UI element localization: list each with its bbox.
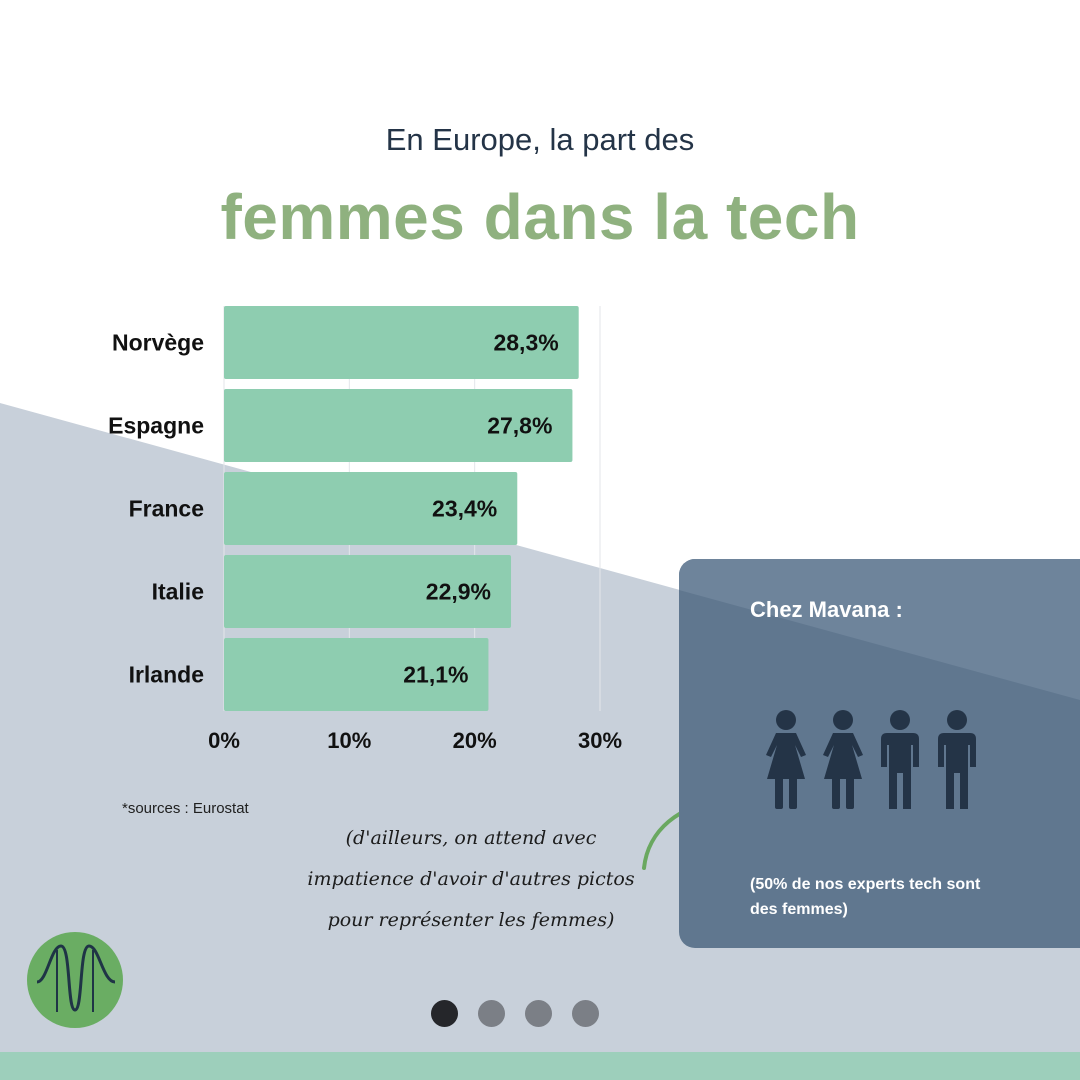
data-label: 23,4% — [432, 496, 497, 522]
man-icon — [938, 710, 976, 809]
data-label: 28,3% — [493, 330, 558, 356]
woman-icon — [823, 710, 863, 809]
mavana-logo-mark — [36, 944, 116, 1012]
footer-band — [0, 1052, 1080, 1080]
tick-label: 0% — [208, 728, 240, 753]
man-icon — [881, 710, 919, 809]
bar — [224, 472, 518, 545]
pagination-dot[interactable] — [572, 1000, 599, 1027]
pagination-dot[interactable] — [431, 1000, 458, 1027]
category-label: Norvège — [112, 330, 204, 356]
handwritten-note: (d'ailleurs, on attend avec impatience d… — [307, 827, 635, 931]
category-label: Irlande — [129, 662, 204, 688]
data-label: 22,9% — [426, 579, 491, 605]
card-title: Chez Mavana : — [750, 597, 903, 622]
card-highlight — [679, 559, 1080, 700]
page-title: femmes dans la tech — [220, 181, 860, 253]
data-label: 27,8% — [487, 413, 552, 439]
pagination-dot[interactable] — [525, 1000, 552, 1027]
data-label: 21,1% — [403, 662, 468, 688]
tick-label: 10% — [327, 728, 371, 753]
page-subtitle: En Europe, la part des — [385, 122, 695, 157]
mavana-card: Chez Mavana : (50% de — [679, 559, 1080, 948]
tick-label: 20% — [453, 728, 497, 753]
category-label: France — [129, 496, 204, 522]
bar — [224, 638, 489, 711]
mavana-logo — [27, 932, 123, 1028]
source-note: *sources : Eurostat — [122, 800, 249, 817]
card-footnote: (50% de nos experts tech sont des femmes… — [750, 876, 981, 918]
bar — [224, 306, 579, 379]
pagination-dot[interactable] — [478, 1000, 505, 1027]
bar — [224, 555, 512, 628]
category-label: Italie — [152, 579, 204, 605]
woman-icon — [766, 710, 806, 809]
bar — [224, 389, 573, 462]
tick-label: 30% — [578, 728, 622, 753]
category-label: Espagne — [108, 413, 204, 439]
pagination-dots — [431, 1000, 599, 1027]
people-icons — [759, 709, 984, 813]
